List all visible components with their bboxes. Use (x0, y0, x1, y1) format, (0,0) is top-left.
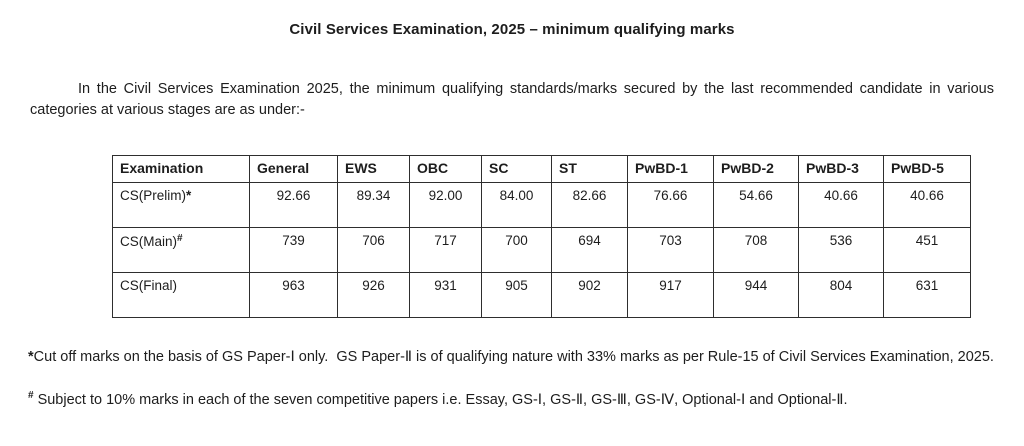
table-cell: 739 (249, 227, 338, 273)
table-cell: 54.66 (713, 182, 799, 228)
row-label-text: CS(Main) (120, 234, 178, 249)
table-row-main: CS(Main)# 739 706 717 700 694 703 708 53… (112, 227, 971, 273)
row-label-final: CS(Final) (112, 272, 250, 318)
table-cell: 963 (249, 272, 338, 318)
table-cell: 451 (883, 227, 971, 273)
footnote-text: Cut off marks on the basis of GS Paper-Ⅰ… (33, 349, 994, 365)
table-cell: 40.66 (883, 182, 971, 228)
table-cell: 944 (713, 272, 799, 318)
table-cell: 717 (409, 227, 482, 273)
row-label-main: CS(Main)# (112, 227, 250, 273)
table-cell: 708 (713, 227, 799, 273)
intro-paragraph: In the Civil Services Examination 2025, … (30, 81, 994, 118)
table-cell: 82.66 (551, 182, 628, 228)
table-cell: 536 (798, 227, 884, 273)
column-header-pwbd3: PwBD-3 (798, 155, 884, 183)
asterisk-marker: * (28, 349, 34, 365)
column-header-st: ST (551, 155, 628, 183)
hash-marker: # (28, 390, 34, 401)
table-row-final: CS(Final) 963 926 931 905 902 917 944 80… (112, 272, 971, 318)
table-cell: 694 (551, 227, 628, 273)
column-header-sc: SC (481, 155, 552, 183)
table-cell: 40.66 (798, 182, 884, 228)
table-header-row: Examination General EWS OBC SC ST PwBD-1… (112, 155, 971, 183)
table-cell: 92.00 (409, 182, 482, 228)
row-label-text: CS(Prelim) (120, 188, 186, 203)
footnote-text: Subject to 10% marks in each of the seve… (37, 392, 848, 408)
column-header-pwbd5: PwBD-5 (883, 155, 971, 183)
table-cell: 706 (337, 227, 410, 273)
column-header-examination: Examination (112, 155, 250, 183)
hash-marker: # (177, 233, 183, 244)
column-header-general: General (249, 155, 338, 183)
column-header-pwbd1: PwBD-1 (627, 155, 714, 183)
table-cell: 92.66 (249, 182, 338, 228)
table-cell: 76.66 (627, 182, 714, 228)
table-cell: 917 (627, 272, 714, 318)
table-cell: 905 (481, 272, 552, 318)
asterisk-marker: * (186, 188, 192, 203)
column-header-pwbd2: PwBD-2 (713, 155, 799, 183)
page-title: Civil Services Examination, 2025 – minim… (289, 21, 735, 38)
table-cell: 926 (337, 272, 410, 318)
table-cell: 703 (627, 227, 714, 273)
row-label-text: CS(Final) (120, 278, 178, 293)
table-cell: 89.34 (337, 182, 410, 228)
table-cell: 931 (409, 272, 482, 318)
row-label-prelim: CS(Prelim)* (112, 182, 250, 228)
column-header-obc: OBC (409, 155, 482, 183)
table-cell: 84.00 (481, 182, 552, 228)
table-cell: 902 (551, 272, 628, 318)
table-cell: 804 (798, 272, 884, 318)
footnote-main: # Subject to 10% marks in each of the sev… (28, 384, 996, 412)
table-cell: 700 (481, 227, 552, 273)
table-cell: 631 (883, 272, 971, 318)
footnote-prelim: *Cut off marks on the basis of GS Paper-… (28, 345, 996, 369)
column-header-ews: EWS (337, 155, 410, 183)
qualifying-marks-table: Examination General EWS OBC SC ST PwBD-1… (112, 155, 971, 318)
table-row-prelim: CS(Prelim)* 92.66 89.34 92.00 84.00 82.6… (112, 182, 971, 228)
